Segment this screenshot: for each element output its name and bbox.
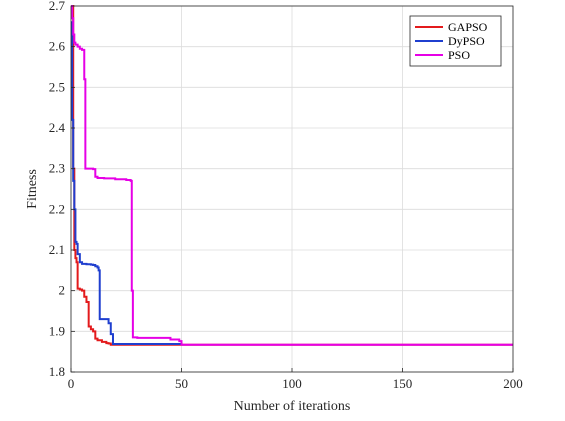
- legend-label: GAPSO: [448, 20, 488, 34]
- x-tick-label: 150: [393, 376, 413, 391]
- series-line-pso: [71, 5, 513, 346]
- y-tick-label: 1.8: [49, 364, 65, 379]
- x-tick-label: 200: [503, 376, 523, 391]
- y-axis-label: Fitness: [25, 169, 40, 209]
- series-lines: [71, 5, 513, 346]
- x-tick-label: 0: [68, 376, 75, 391]
- y-tick-label: 2.4: [49, 120, 66, 135]
- legend-label: PSO: [448, 48, 470, 62]
- y-tick-label: 2: [59, 283, 66, 298]
- series-line-dypso: [71, 21, 182, 345]
- y-tick-label: 1.9: [49, 323, 65, 338]
- series-line-gapso: [71, 5, 513, 346]
- y-tick-label: 2.6: [49, 39, 66, 54]
- tick-labels: 0 50 100 150 200 1.8 1.9 2 2.1 2.2 2.3 2.4 2.5 2.6 2.7: [49, 0, 523, 391]
- y-tick-label: 2.1: [49, 242, 65, 257]
- legend-label: DyPSO: [448, 34, 485, 48]
- y-tick-label: 2.3: [49, 161, 65, 176]
- x-tick-label: 100: [282, 376, 302, 391]
- x-axis-label: Number of iterations: [234, 399, 351, 414]
- y-tick-label: 2.2: [49, 201, 65, 216]
- y-tick-label: 2.5: [49, 79, 65, 94]
- x-tick-label: 50: [175, 376, 188, 391]
- y-tick-label: 2.7: [49, 0, 66, 13]
